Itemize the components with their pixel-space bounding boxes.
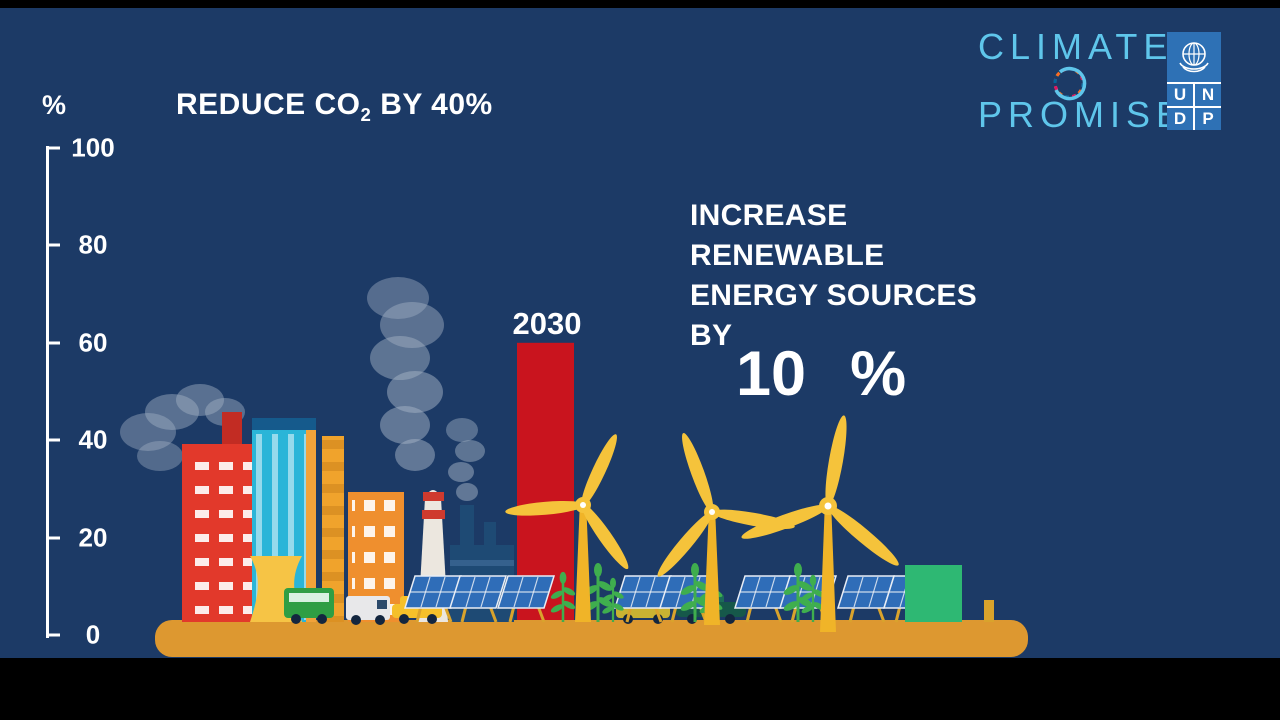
solar-panel-icon (836, 574, 896, 624)
ground (155, 620, 1028, 657)
tick-mark (46, 438, 60, 442)
title-reduce-co2: REDUCE CO2 BY 40% (176, 88, 493, 126)
tick-label: 40 (78, 424, 108, 455)
tick-mark (46, 243, 60, 247)
wind-turbines (505, 415, 899, 632)
y-axis-line (46, 146, 49, 638)
brand-line-climate: CLIMATE (978, 26, 1174, 67)
tick-label: 20 (78, 522, 108, 553)
tick-label: 0 (85, 619, 101, 650)
van-white (346, 596, 390, 625)
y-axis-tick: 100 (46, 133, 122, 164)
tick-mark (46, 146, 60, 150)
tick-mark (46, 341, 60, 345)
title-text: BY 40% (371, 88, 493, 121)
bar-year-label: 2030 (512, 305, 582, 341)
undp-letters-row: D P (1167, 108, 1221, 130)
y-axis-tick: 40 (46, 425, 122, 456)
un-emblem-icon (1167, 32, 1221, 82)
renewable-line: ENERGY SOURCES (690, 279, 978, 312)
wind-turbine-icon (505, 434, 629, 622)
letterbox-top (0, 0, 1280, 8)
tick-label: 80 (78, 229, 108, 260)
undp-logo: U N D P (1167, 32, 1221, 130)
renewable-line: BY (690, 319, 733, 352)
tick-label: 100 (71, 132, 115, 163)
green-storage-box (905, 565, 962, 622)
y-axis-tick: 0 (46, 620, 122, 651)
tick-label: 60 (78, 327, 108, 358)
tick-mark (46, 536, 60, 540)
title-subscript: 2 (360, 104, 372, 125)
yellow-post (984, 600, 994, 622)
renewable-big-value: 10 % (736, 338, 906, 410)
building-striped-chimney (322, 436, 344, 622)
y-axis-tick: 80 (46, 230, 122, 261)
undp-letter: N (1195, 84, 1221, 106)
renewable-text-block: INCREASE RENEWABLE ENERGY SOURCES BY (690, 196, 977, 356)
letterbox-bottom (0, 658, 1280, 720)
brand-line-promise: PROMISE (978, 94, 1187, 135)
climate-promise-logo: CLIMATE PROMISE (978, 26, 1187, 135)
tick-mark (46, 633, 60, 637)
title-text: REDUCE CO (176, 88, 361, 121)
wind-turbine-icon (741, 415, 899, 632)
undp-letter: D (1167, 108, 1193, 130)
big-percent-sign: % (850, 339, 907, 409)
bus-green (284, 588, 334, 624)
undp-letters-row: U N (1167, 84, 1221, 106)
climate-promise-ring-icon (1053, 66, 1087, 101)
undp-letter: U (1167, 84, 1193, 106)
renewable-line: INCREASE (690, 199, 848, 232)
smoke-plume-icon (120, 277, 485, 501)
big-number: 10 (736, 339, 807, 409)
y-axis-tick: 60 (46, 328, 122, 359)
y-axis-tick: 20 (46, 523, 122, 554)
y-axis-unit-label: % (42, 90, 67, 120)
undp-letter: P (1195, 108, 1221, 130)
renewable-line: RENEWABLE (690, 239, 885, 272)
